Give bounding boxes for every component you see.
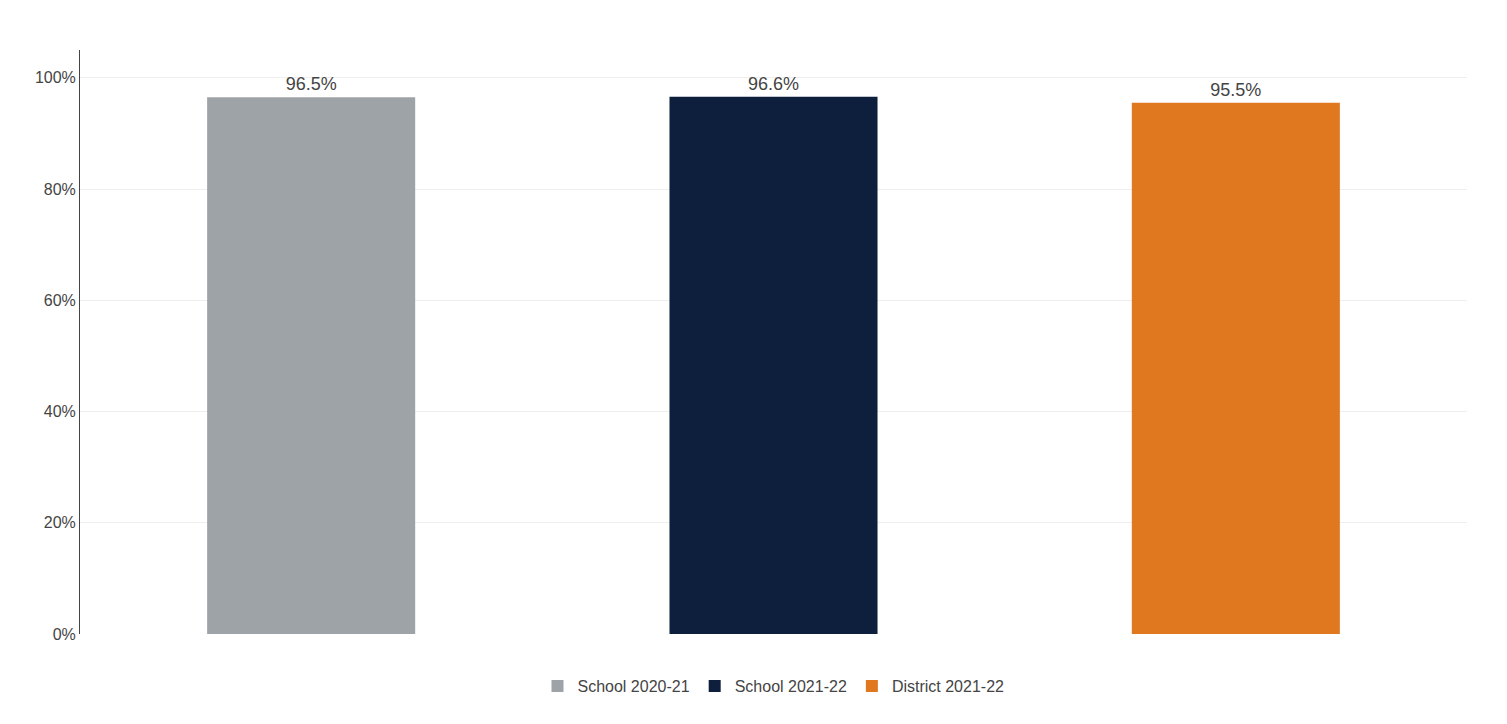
- svg-text:100%: 100%: [35, 69, 76, 86]
- svg-text:District 2021-22: District 2021-22: [892, 678, 1004, 695]
- svg-text:School 2020-21: School 2020-21: [578, 678, 690, 695]
- svg-text:School 2021-22: School 2021-22: [735, 678, 847, 695]
- svg-text:20%: 20%: [44, 514, 76, 531]
- svg-text:96.6%: 96.6%: [748, 74, 799, 94]
- svg-text:0%: 0%: [53, 626, 76, 643]
- svg-text:80%: 80%: [44, 181, 76, 198]
- svg-text:40%: 40%: [44, 403, 76, 420]
- svg-text:95.5%: 95.5%: [1210, 80, 1261, 100]
- svg-text:60%: 60%: [44, 292, 76, 309]
- svg-text:96.5%: 96.5%: [286, 74, 337, 94]
